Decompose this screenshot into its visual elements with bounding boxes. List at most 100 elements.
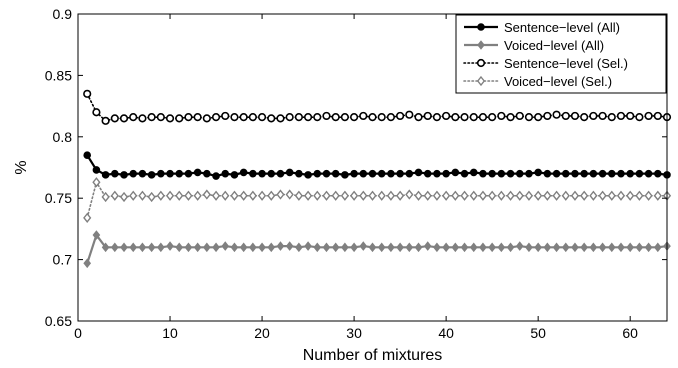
- data-point: [92, 177, 101, 188]
- x-tick-label: 20: [254, 325, 270, 341]
- data-point: [607, 242, 616, 253]
- data-point: [110, 114, 119, 123]
- data-point: [598, 190, 607, 201]
- data-point: [589, 111, 598, 121]
- data-point: [653, 169, 662, 178]
- data-point: [294, 190, 303, 201]
- data-point: [414, 168, 423, 177]
- data-point: [340, 113, 349, 122]
- data-point: [239, 242, 248, 253]
- data-point: [193, 242, 202, 253]
- data-point: [138, 242, 147, 253]
- data-point: [359, 241, 368, 251]
- data-point: [396, 190, 405, 201]
- series-line: [86, 232, 668, 264]
- data-point: [460, 190, 469, 201]
- data-point: [83, 89, 92, 98]
- data-point: [211, 190, 221, 201]
- data-point: [285, 113, 294, 122]
- data-point: [341, 171, 349, 179]
- data-point: [635, 113, 644, 122]
- data-point: [138, 190, 147, 201]
- data-point: [202, 189, 211, 200]
- data-point: [92, 166, 101, 174]
- data-point: [313, 113, 322, 122]
- data-point: [405, 189, 414, 200]
- data-point: [295, 169, 303, 178]
- data-point: [322, 190, 331, 201]
- data-point: [442, 242, 450, 253]
- data-point: [166, 169, 174, 178]
- data-point: [119, 191, 129, 203]
- series-line: [86, 93, 668, 122]
- data-point: [635, 190, 644, 201]
- data-point: [322, 242, 331, 253]
- data-point: [442, 111, 451, 121]
- legend-marker: [477, 23, 485, 31]
- data-point: [488, 190, 497, 201]
- data-point: [331, 113, 340, 122]
- data-point: [203, 169, 211, 178]
- data-point: [635, 169, 644, 178]
- data-point: [635, 242, 644, 253]
- data-point: [387, 169, 395, 178]
- data-point: [350, 242, 358, 253]
- data-point: [285, 168, 294, 177]
- data-point: [626, 190, 635, 201]
- data-point: [184, 242, 193, 253]
- data-point: [258, 169, 266, 178]
- data-point: [230, 242, 239, 253]
- data-point: [129, 190, 138, 201]
- data-point: [653, 190, 662, 201]
- data-point: [506, 190, 515, 201]
- data-point: [83, 212, 92, 223]
- series-2: [83, 230, 671, 269]
- data-point: [497, 190, 506, 201]
- tick-layer: 0 10 20 30 40 50 60 0.65 0.7 0.75 0.8 0.85 0.9: [45, 6, 667, 341]
- legend-item: Voiced−level (Sel.): [463, 74, 612, 89]
- data-point: [156, 190, 165, 201]
- data-point: [543, 242, 552, 253]
- data-point: [101, 116, 110, 125]
- data-point: [396, 169, 404, 178]
- data-point: [193, 168, 202, 177]
- data-point: [414, 190, 423, 201]
- data-point: [571, 242, 579, 253]
- data-point: [598, 111, 607, 121]
- data-point: [433, 242, 441, 253]
- data-point: [460, 169, 469, 178]
- data-point: [589, 190, 598, 201]
- data-point: [561, 190, 570, 201]
- data-point: [488, 242, 496, 253]
- data-point: [570, 111, 580, 121]
- data-point: [359, 190, 368, 201]
- data-point: [230, 171, 239, 179]
- data-point: [617, 169, 625, 178]
- data-point: [617, 242, 625, 253]
- data-point: [257, 113, 267, 122]
- legend-item: Sentence−level (All): [464, 20, 620, 35]
- data-point: [506, 169, 515, 178]
- data-point: [571, 169, 579, 178]
- data-point: [497, 169, 506, 178]
- plot-frame: [77, 13, 668, 322]
- data-point: [442, 190, 451, 201]
- data-point: [267, 169, 276, 178]
- data-point: [110, 190, 119, 201]
- legend-label: Voiced−level (All): [504, 38, 604, 53]
- data-point: [405, 110, 414, 119]
- data-point: [340, 190, 349, 201]
- data-point: [165, 114, 175, 123]
- data-point: [156, 242, 165, 253]
- data-point: [368, 190, 377, 201]
- y-axis-label: %: [13, 160, 30, 174]
- x-tick-label: 40: [438, 325, 454, 341]
- data-point: [534, 242, 542, 253]
- data-point: [598, 169, 607, 178]
- data-point: [230, 113, 239, 122]
- data-point: [534, 168, 542, 177]
- data-point: [524, 113, 534, 122]
- data-point: [515, 241, 524, 251]
- x-axis-label: Number of mixtures: [303, 347, 443, 364]
- x-tick-label: 0: [74, 325, 82, 341]
